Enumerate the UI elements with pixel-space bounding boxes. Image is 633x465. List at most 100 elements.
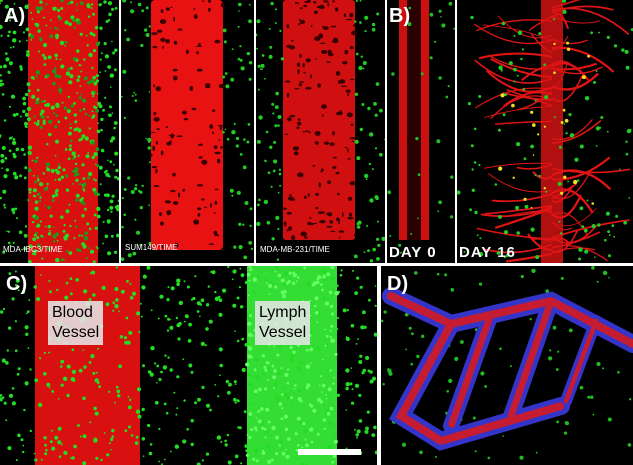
cell-dot <box>114 205 119 210</box>
cell-dot <box>96 74 99 78</box>
texture-fleck <box>322 26 329 30</box>
texture-fleck <box>300 231 307 237</box>
cell-dot <box>26 82 31 87</box>
cell-dot <box>88 227 92 231</box>
cell-dot <box>563 431 568 435</box>
cell-dot <box>28 187 32 192</box>
cell-dot <box>356 429 361 434</box>
cell-dot <box>261 68 263 71</box>
cell-dot <box>197 397 201 402</box>
cell-dot <box>50 105 55 110</box>
sprout-branch <box>551 5 614 14</box>
cell-dot <box>88 81 91 84</box>
cell-dot <box>294 432 298 436</box>
cell-dot <box>330 276 335 281</box>
cell-dot <box>200 341 205 346</box>
cell-dot <box>248 332 253 337</box>
cell-dot <box>26 106 32 111</box>
cell-dot <box>369 379 374 384</box>
cell-dot <box>108 442 111 445</box>
cell-dot <box>319 375 322 378</box>
cell-dot <box>369 370 373 374</box>
cell-dot <box>255 417 258 419</box>
cell-dot <box>557 350 560 353</box>
sprout-branch <box>551 119 602 144</box>
cell-dot <box>345 409 348 411</box>
cell-dot <box>134 99 138 102</box>
cell-dot <box>57 74 62 79</box>
cell-dot <box>328 290 333 295</box>
sprout-branch <box>480 206 553 218</box>
cell-dot <box>283 414 288 419</box>
cell-dot <box>258 387 262 392</box>
cell-dot <box>133 91 135 94</box>
cell-dot <box>256 33 258 37</box>
cell-dot <box>186 428 189 431</box>
cell-dot <box>626 128 632 134</box>
cell-dot <box>27 198 30 202</box>
cell-dot <box>92 33 96 37</box>
cell-dot <box>20 147 25 152</box>
cell-dot <box>277 227 280 231</box>
cell-dot <box>42 121 46 125</box>
cell-dot <box>271 458 274 462</box>
cell-dot <box>111 435 114 438</box>
cell-dot <box>275 91 279 96</box>
cell-dot <box>555 368 559 371</box>
cell-dot <box>38 199 42 202</box>
texture-fleck <box>299 53 302 58</box>
cell-dot <box>106 208 110 212</box>
cell-dot <box>19 174 23 178</box>
cell-dot <box>58 455 62 458</box>
cell-dot <box>49 290 52 294</box>
texture-fleck <box>198 143 203 146</box>
cell-dot <box>224 128 227 131</box>
texture-fleck <box>220 2 225 8</box>
cell-dot <box>605 211 610 216</box>
texture-fleck <box>323 0 329 3</box>
cell-dot <box>159 294 164 299</box>
cell-dot <box>60 64 65 69</box>
cell-dot <box>87 176 91 180</box>
cell-dot <box>35 100 40 105</box>
cell-dot <box>231 194 234 197</box>
cell-dot <box>113 163 115 166</box>
sprout-branch <box>527 233 553 251</box>
cell-dot <box>70 0 74 4</box>
cell-dot <box>129 282 132 285</box>
cell-dot <box>37 177 40 180</box>
cell-dot <box>562 0 566 3</box>
cell-dot <box>178 321 182 326</box>
panel-c: Blood Vessel Lymph Vessel C) <box>0 266 377 465</box>
cell-dot <box>257 275 260 278</box>
cell-dot <box>368 162 372 166</box>
cell-dot <box>270 185 273 188</box>
cell-dot <box>357 220 362 225</box>
texture-fleck <box>205 86 211 88</box>
cell-dot <box>263 199 269 205</box>
cell-dot <box>236 399 240 403</box>
sprout-branch <box>474 59 553 84</box>
cell-dot <box>57 8 61 12</box>
cell-dot <box>86 222 90 226</box>
cell-dot <box>600 116 604 119</box>
texture-fleck <box>286 24 290 29</box>
cell-dot <box>110 86 112 89</box>
cell-dot <box>100 3 103 5</box>
cell-dot <box>513 34 516 37</box>
cell-dot <box>328 444 333 449</box>
cell-dot <box>259 270 263 273</box>
cell-dot <box>323 316 326 319</box>
cell-dot <box>303 429 308 433</box>
cell-dot <box>272 169 276 173</box>
cell-dot <box>244 343 249 347</box>
texture-fleck <box>290 39 294 42</box>
cell-dot <box>265 160 267 163</box>
cell-dot <box>230 77 235 82</box>
cell-dot <box>578 247 583 252</box>
cell-dot <box>146 266 151 270</box>
cell-dot <box>14 175 19 180</box>
cell-dot <box>93 213 97 217</box>
cell-dot <box>261 421 265 425</box>
cell-dot <box>336 316 340 320</box>
